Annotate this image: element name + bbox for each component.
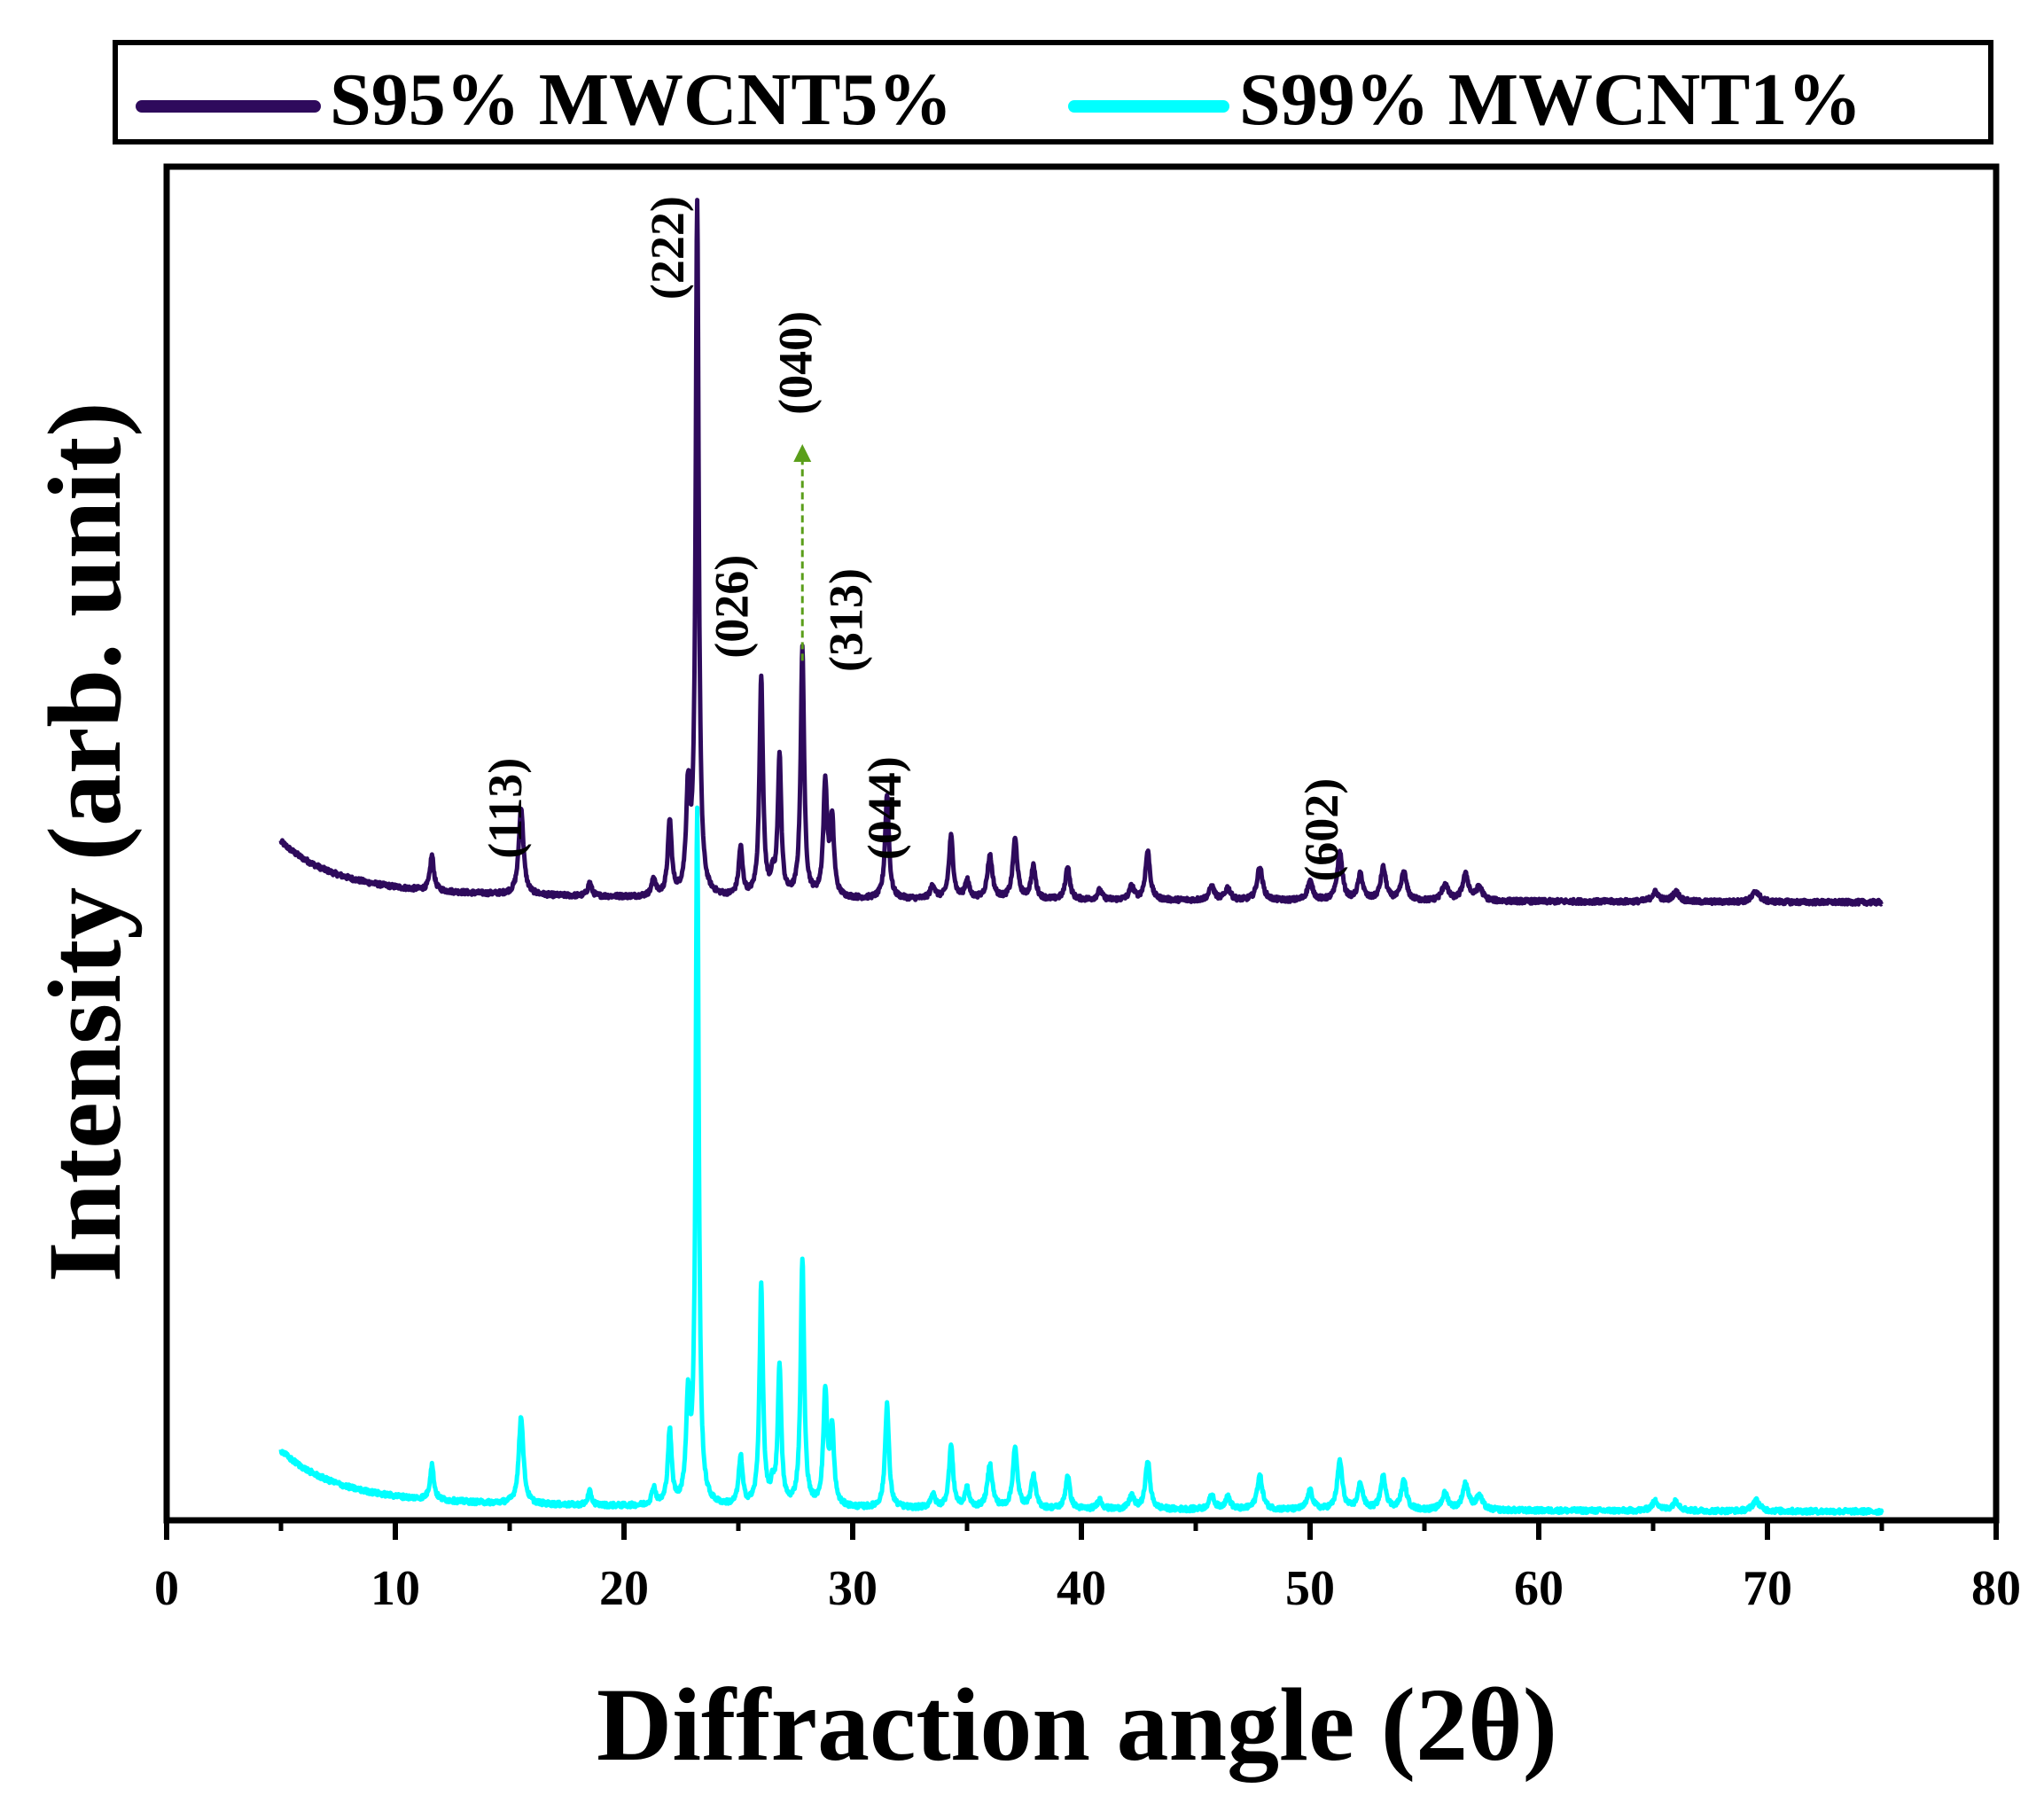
x-tick-label: 0 — [154, 1561, 179, 1616]
peak-label: (044) — [858, 756, 911, 860]
plot-frame — [163, 163, 2000, 1524]
series-line-1 — [278, 198, 1884, 907]
x-axis-title: Diffraction angle (2θ) — [597, 1667, 1557, 1783]
annotation-layer: (113) (222) (026) (040) (313) (044) (602) — [479, 196, 1348, 882]
peak-label: (602) — [1295, 778, 1348, 882]
legend-label-series-1: S95% MWCNT5% — [330, 59, 952, 141]
x-tick-label: 70 — [1743, 1561, 1792, 1616]
peak-label: (113) — [479, 758, 532, 859]
x-tick-label: 50 — [1285, 1561, 1335, 1616]
peak-label: (040) — [769, 311, 823, 415]
peak-label: (222) — [641, 196, 694, 300]
y-axis-title: Intensity (arb. unit) — [27, 402, 143, 1282]
x-tick-label: 40 — [1057, 1561, 1106, 1616]
x-tick-label: 20 — [599, 1561, 649, 1616]
peak-label: (026) — [705, 555, 758, 659]
series-layer — [278, 198, 1884, 1516]
legend-box — [113, 40, 1993, 144]
peak-label: (313) — [819, 568, 872, 672]
x-tick-label: 80 — [1971, 1561, 2021, 1616]
x-axis: 0 10 20 30 40 50 60 70 80 — [154, 1520, 2021, 1616]
x-tick-label: 30 — [828, 1561, 878, 1616]
x-tick-label: 60 — [1514, 1561, 1564, 1616]
series-line-2 — [278, 805, 1884, 1516]
legend-label-series-2: S99% MWCNT1% — [1239, 59, 1861, 141]
peak-arrow-head — [793, 444, 812, 463]
x-tick-label: 10 — [371, 1561, 420, 1616]
